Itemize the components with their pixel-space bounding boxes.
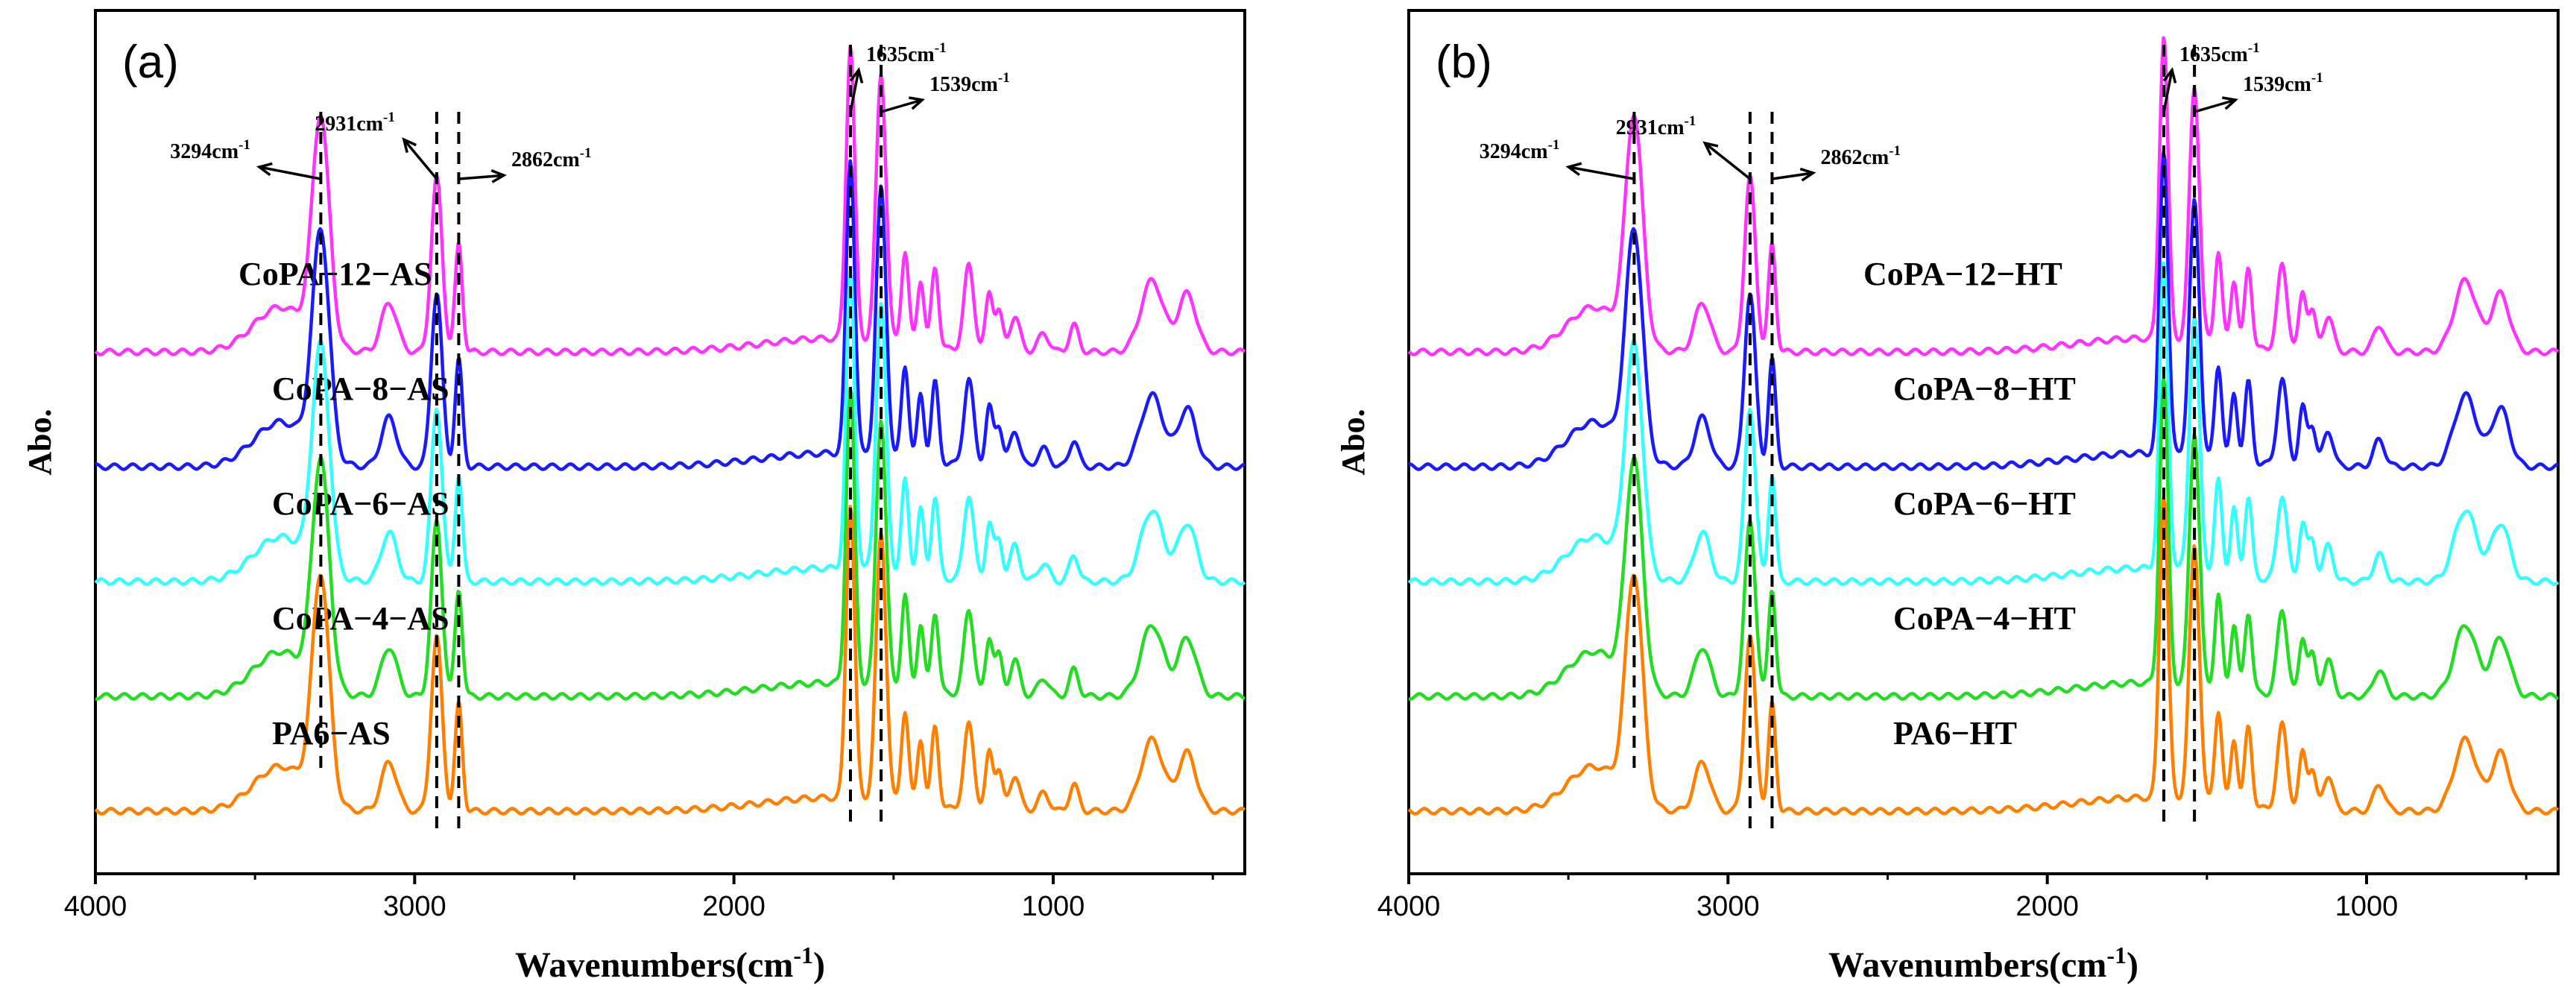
series-line bbox=[95, 386, 1246, 701]
annotation-arrow bbox=[2162, 69, 2174, 113]
x-axis-label: Wavenumbers(cm-1) bbox=[515, 942, 825, 985]
annotation-arrow bbox=[849, 69, 860, 113]
series-label: CoPA−6−HT bbox=[1893, 485, 2076, 522]
series-line bbox=[1407, 261, 2560, 586]
peak-annotation: 2862cm-1 bbox=[511, 145, 592, 171]
x-tick-label: 1000 bbox=[1022, 891, 1085, 922]
peak-annotation: 3294cm-1 bbox=[170, 137, 250, 163]
series-label: CoPA−8−AS bbox=[272, 371, 449, 407]
x-tick-label: 1000 bbox=[2335, 891, 2399, 922]
series-line bbox=[94, 45, 1246, 356]
annotation-arrow bbox=[259, 166, 321, 180]
annotation-arrowhead bbox=[1702, 141, 1719, 156]
x-tick-label: 3000 bbox=[383, 891, 446, 922]
x-tick-label: 2000 bbox=[702, 891, 765, 922]
panel-b: 4000 3000 2000 1000 Wavenumbers(cm-1) Abo. (b)… bbox=[1335, 9, 2560, 985]
series-label: CoPA−4−AS bbox=[272, 600, 449, 637]
annotation-arrow bbox=[2194, 98, 2236, 113]
annotation-arrow bbox=[1568, 166, 1635, 180]
annotation-arrow bbox=[1772, 171, 1813, 180]
annotation-arrowhead bbox=[2162, 67, 2177, 84]
annotation-arrowhead bbox=[1565, 162, 1582, 177]
series-line bbox=[1407, 36, 2560, 356]
annotation-arrow bbox=[402, 139, 438, 180]
series-label: CoPA−8−HT bbox=[1893, 371, 2076, 407]
series-line bbox=[94, 505, 1246, 816]
series-label: CoPA−12−AS bbox=[239, 256, 432, 292]
peak-annotation: 3294cm-1 bbox=[1480, 137, 1560, 163]
annotation-arrowhead bbox=[490, 169, 507, 183]
annotation-arrowhead bbox=[256, 162, 273, 177]
x-tick-label: 2000 bbox=[2015, 891, 2079, 922]
x-axis-label: Wavenumbers(cm-1) bbox=[1828, 942, 2138, 985]
peak-annotation: 2862cm-1 bbox=[1820, 143, 1901, 169]
panel-a: 4000 3000 2000 1000 Wavenumbers(cm-1) Abo. (a)… bbox=[22, 9, 1246, 985]
panel-label: (b) bbox=[1436, 37, 1492, 88]
series-line bbox=[1408, 377, 2560, 701]
annotation-arrowhead bbox=[909, 96, 925, 110]
annotation-arrowhead bbox=[402, 137, 417, 154]
peak-annotation: 1635cm-1 bbox=[2179, 40, 2260, 66]
series-line bbox=[94, 270, 1246, 586]
peak-annotation: 1539cm-1 bbox=[2243, 70, 2323, 96]
x-tick-label: 4000 bbox=[1377, 891, 1441, 922]
series-label: PA6−HT bbox=[1893, 715, 2017, 752]
peak-annotation: 2931cm-1 bbox=[315, 110, 395, 136]
peak-annotation: 1635cm-1 bbox=[866, 40, 947, 66]
y-axis-label: Abo. bbox=[1335, 409, 1371, 475]
annotation-arrow bbox=[880, 98, 923, 113]
peak-annotation: 1539cm-1 bbox=[929, 70, 1010, 96]
annotation-arrowhead bbox=[2222, 96, 2238, 110]
panel-label: (a) bbox=[122, 37, 179, 88]
annotation-arrow bbox=[1704, 142, 1751, 180]
series-line bbox=[95, 159, 1246, 471]
annotation-arrow bbox=[458, 174, 505, 180]
annotation-arrowhead bbox=[1799, 167, 1816, 182]
annotation-arrowhead bbox=[849, 67, 864, 84]
x-tick-label: 4000 bbox=[64, 891, 127, 922]
series-label: CoPA−12−HT bbox=[1863, 256, 2062, 292]
series-label: CoPA−4−HT bbox=[1893, 600, 2076, 637]
plot-frame bbox=[94, 9, 1246, 875]
series-line bbox=[1408, 150, 2559, 471]
series-label: PA6−AS bbox=[272, 715, 391, 752]
series-line bbox=[1407, 496, 2560, 816]
x-tick-label: 3000 bbox=[1696, 891, 1760, 922]
peak-annotation: 2931cm-1 bbox=[1616, 113, 1696, 139]
y-axis-label: Abo. bbox=[22, 409, 58, 475]
plot-frame bbox=[1407, 9, 2560, 875]
series-label: CoPA−6−AS bbox=[272, 485, 449, 522]
